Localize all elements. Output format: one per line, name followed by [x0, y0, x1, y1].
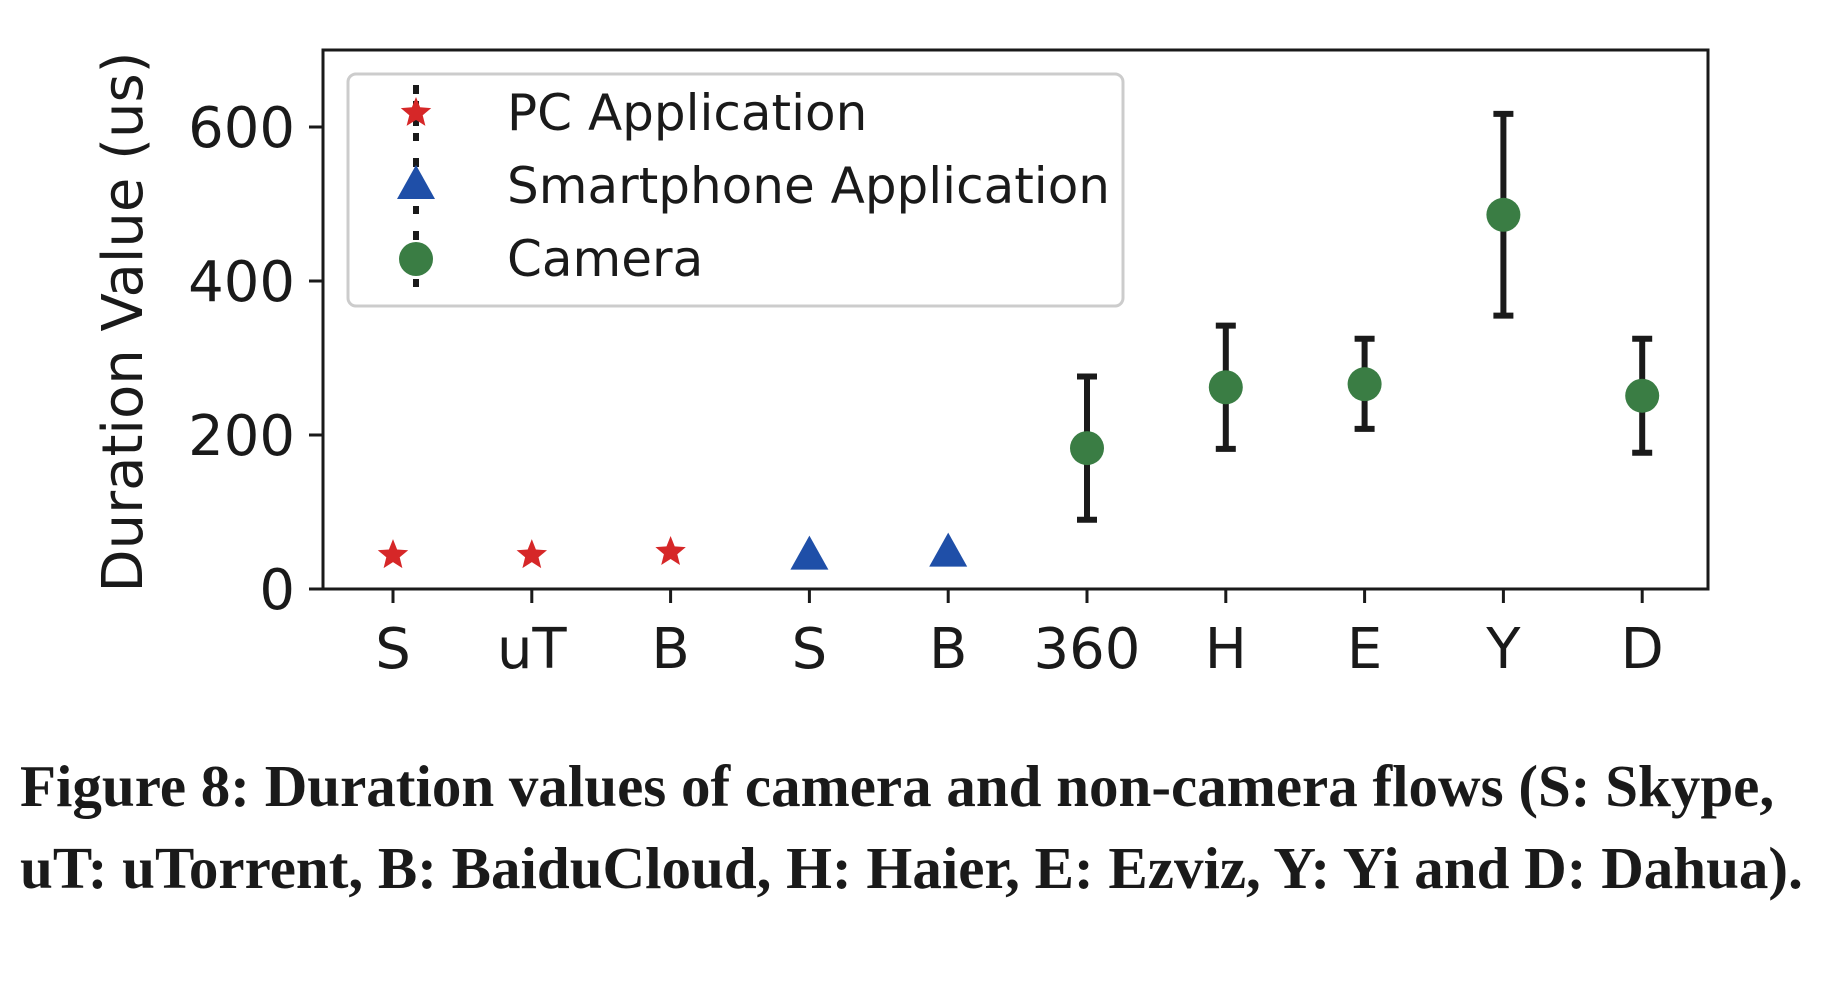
x-tick-label: H: [1205, 617, 1247, 682]
data-point: [1486, 197, 1521, 232]
legend-box: [346, 72, 1125, 308]
x-tick-label: Y: [1485, 617, 1521, 682]
x-tick-label: S: [375, 617, 411, 682]
data-point: [655, 536, 686, 565]
y-tick-label: 600: [188, 96, 295, 161]
x-tick-label: E: [1347, 617, 1382, 682]
y-axis-label: Duration Value (us): [91, 52, 156, 593]
figure-caption: Figure 8: Duration values of camera and …: [20, 753, 1803, 901]
y-tick-label: 0: [259, 558, 295, 623]
axes-frame: [321, 48, 1710, 591]
data-point: [929, 532, 968, 567]
data-point: [790, 535, 829, 570]
legend-label: Camera: [507, 230, 703, 288]
data-point: [377, 539, 409, 569]
x-tick-label: 360: [1034, 617, 1141, 682]
data-point: [1625, 378, 1660, 413]
y-tick-label: 200: [188, 404, 295, 469]
legend-label: PC Application: [507, 84, 867, 142]
chart: 0 200 400 600 S uT B S B 360 H E Y D PC Application Sm…: [91, 48, 1710, 682]
legend-marker: [399, 242, 433, 276]
x-tick-label: B: [929, 617, 967, 682]
plot-area: 0 200 400 600 S uT B S B 360 H E Y D: [188, 48, 1710, 682]
legend-label: Smartphone Application: [507, 157, 1110, 215]
legend: PC Application Smartphone Application Came…: [346, 72, 1125, 308]
data-point: [1347, 367, 1382, 402]
data-point: [1208, 370, 1243, 405]
x-tick-label: B: [651, 617, 689, 682]
data-point: [1070, 431, 1104, 466]
legend-marker: [397, 165, 435, 199]
legend-marker: [400, 97, 432, 126]
x-tick-label: S: [792, 617, 828, 682]
y-tick-label: 400: [188, 250, 295, 315]
data-point: [516, 539, 547, 569]
x-tick-label: uT: [497, 617, 567, 682]
x-tick-label: D: [1621, 617, 1664, 682]
